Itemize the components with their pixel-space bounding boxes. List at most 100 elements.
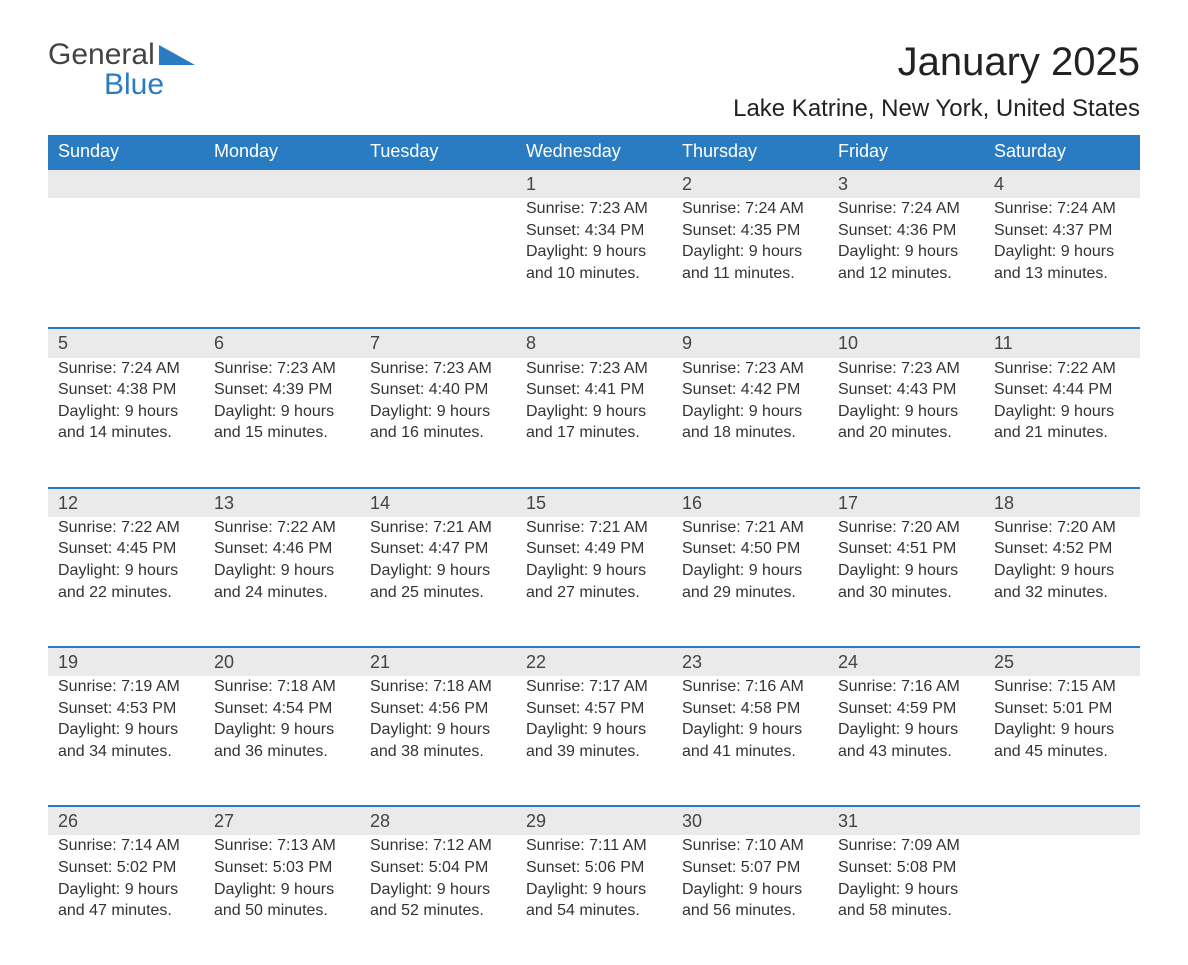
- sunset-line: Sunset: 4:38 PM: [58, 379, 194, 401]
- day-number: 30: [672, 806, 828, 835]
- day-number: 3: [828, 169, 984, 198]
- daylight-line: Daylight: 9 hours and 39 minutes.: [526, 719, 662, 762]
- day-number: 14: [360, 488, 516, 517]
- sunset-line: Sunset: 4:49 PM: [526, 538, 662, 560]
- dayname: Friday: [828, 135, 984, 169]
- sunrise-line: Sunrise: 7:24 AM: [58, 358, 194, 380]
- sunset-line: Sunset: 4:54 PM: [214, 698, 350, 720]
- daylight-line: Daylight: 9 hours and 18 minutes.: [682, 401, 818, 444]
- day-detail: Sunrise: 7:18 AMSunset: 4:54 PMDaylight:…: [204, 676, 360, 806]
- title-block: January 2025 Lake Katrine, New York, Uni…: [733, 40, 1140, 129]
- sunrise-line: Sunrise: 7:17 AM: [526, 676, 662, 698]
- sunrise-line: Sunrise: 7:23 AM: [682, 358, 818, 380]
- sunset-line: Sunset: 4:45 PM: [58, 538, 194, 560]
- day-number: 21: [360, 647, 516, 676]
- day-detail: Sunrise: 7:19 AMSunset: 4:53 PMDaylight:…: [48, 676, 204, 806]
- day-number: 24: [828, 647, 984, 676]
- sunset-line: Sunset: 4:35 PM: [682, 220, 818, 242]
- day-detail: Sunrise: 7:18 AMSunset: 4:56 PMDaylight:…: [360, 676, 516, 806]
- day-detail: Sunrise: 7:24 AMSunset: 4:35 PMDaylight:…: [672, 198, 828, 328]
- month-title: January 2025: [733, 40, 1140, 85]
- day-detail: [48, 198, 204, 328]
- detail-row: Sunrise: 7:23 AMSunset: 4:34 PMDaylight:…: [48, 198, 1140, 328]
- day-number: 18: [984, 488, 1140, 517]
- sunset-line: Sunset: 4:51 PM: [838, 538, 974, 560]
- sunrise-line: Sunrise: 7:24 AM: [682, 198, 818, 220]
- header: General Blue January 2025 Lake Katrine, …: [48, 40, 1140, 129]
- daylight-line: Daylight: 9 hours and 41 minutes.: [682, 719, 818, 762]
- sunset-line: Sunset: 4:58 PM: [682, 698, 818, 720]
- sunrise-line: Sunrise: 7:20 AM: [994, 517, 1130, 539]
- day-number: 6: [204, 328, 360, 357]
- day-number: 1: [516, 169, 672, 198]
- day-number: 8: [516, 328, 672, 357]
- daynum-row: 262728293031.: [48, 806, 1140, 835]
- sunrise-line: Sunrise: 7:21 AM: [526, 517, 662, 539]
- calendar-table: Sunday Monday Tuesday Wednesday Thursday…: [48, 135, 1140, 965]
- day-number: 16: [672, 488, 828, 517]
- sunset-line: Sunset: 5:04 PM: [370, 857, 506, 879]
- sunset-line: Sunset: 5:02 PM: [58, 857, 194, 879]
- day-detail: [204, 198, 360, 328]
- day-number: 7: [360, 328, 516, 357]
- sunset-line: Sunset: 4:44 PM: [994, 379, 1130, 401]
- sunrise-line: Sunrise: 7:19 AM: [58, 676, 194, 698]
- sunrise-line: Sunrise: 7:09 AM: [838, 835, 974, 857]
- dayname: Saturday: [984, 135, 1140, 169]
- daylight-line: Daylight: 9 hours and 10 minutes.: [526, 241, 662, 284]
- sunrise-line: Sunrise: 7:24 AM: [994, 198, 1130, 220]
- sunrise-line: Sunrise: 7:21 AM: [682, 517, 818, 539]
- sunset-line: Sunset: 5:08 PM: [838, 857, 974, 879]
- logo-sail-icon: [159, 45, 195, 65]
- day-number: 26: [48, 806, 204, 835]
- day-detail: Sunrise: 7:09 AMSunset: 5:08 PMDaylight:…: [828, 835, 984, 965]
- day-detail: Sunrise: 7:24 AMSunset: 4:38 PMDaylight:…: [48, 358, 204, 488]
- daynum-row: 19202122232425: [48, 647, 1140, 676]
- sunrise-line: Sunrise: 7:23 AM: [370, 358, 506, 380]
- daylight-line: Daylight: 9 hours and 13 minutes.: [994, 241, 1130, 284]
- day-detail: Sunrise: 7:21 AMSunset: 4:49 PMDaylight:…: [516, 517, 672, 647]
- day-detail: Sunrise: 7:17 AMSunset: 4:57 PMDaylight:…: [516, 676, 672, 806]
- day-number: 22: [516, 647, 672, 676]
- sunset-line: Sunset: 4:47 PM: [370, 538, 506, 560]
- day-number: 9: [672, 328, 828, 357]
- daylight-line: Daylight: 9 hours and 24 minutes.: [214, 560, 350, 603]
- day-detail: Sunrise: 7:23 AMSunset: 4:42 PMDaylight:…: [672, 358, 828, 488]
- daylight-line: Daylight: 9 hours and 17 minutes.: [526, 401, 662, 444]
- day-number: 10: [828, 328, 984, 357]
- day-number: .: [48, 169, 204, 198]
- dayname: Sunday: [48, 135, 204, 169]
- day-detail: Sunrise: 7:11 AMSunset: 5:06 PMDaylight:…: [516, 835, 672, 965]
- daylight-line: Daylight: 9 hours and 25 minutes.: [370, 560, 506, 603]
- sunset-line: Sunset: 4:56 PM: [370, 698, 506, 720]
- sunrise-line: Sunrise: 7:16 AM: [838, 676, 974, 698]
- day-detail: Sunrise: 7:22 AMSunset: 4:44 PMDaylight:…: [984, 358, 1140, 488]
- sunrise-line: Sunrise: 7:22 AM: [58, 517, 194, 539]
- sunrise-line: Sunrise: 7:23 AM: [214, 358, 350, 380]
- detail-row: Sunrise: 7:22 AMSunset: 4:45 PM Daylight:…: [48, 517, 1140, 647]
- detail-row: Sunrise: 7:14 AMSunset: 5:02 PMDaylight:…: [48, 835, 1140, 965]
- dayname: Monday: [204, 135, 360, 169]
- day-number: 27: [204, 806, 360, 835]
- sunset-line: Sunset: 4:50 PM: [682, 538, 818, 560]
- day-detail: Sunrise: 7:20 AMSunset: 4:52 PMDaylight:…: [984, 517, 1140, 647]
- detail-row: Sunrise: 7:19 AMSunset: 4:53 PM Daylight:…: [48, 676, 1140, 806]
- sunset-line: Sunset: 5:07 PM: [682, 857, 818, 879]
- day-detail: Sunrise: 7:13 AMSunset: 5:03 PMDaylight:…: [204, 835, 360, 965]
- day-detail: Sunrise: 7:21 AMSunset: 4:47 PMDaylight:…: [360, 517, 516, 647]
- daylight-line: Daylight: 9 hours and 32 minutes.: [994, 560, 1130, 603]
- sunrise-line: Sunrise: 7:12 AM: [370, 835, 506, 857]
- sunrise-line: Sunrise: 7:23 AM: [526, 198, 662, 220]
- logo: General Blue: [48, 40, 195, 100]
- day-detail: Sunrise: 7:21 AMSunset: 4:50 PMDaylight:…: [672, 517, 828, 647]
- sunset-line: Sunset: 4:53 PM: [58, 698, 194, 720]
- day-number: .: [360, 169, 516, 198]
- daylight-line: Daylight: 9 hours and 27 minutes.: [526, 560, 662, 603]
- sunrise-line: Sunrise: 7:23 AM: [838, 358, 974, 380]
- day-detail: [984, 835, 1140, 965]
- daynum-row: 567891011: [48, 328, 1140, 357]
- sunrise-line: Sunrise: 7:10 AM: [682, 835, 818, 857]
- daylight-line: Daylight: 9 hours and 21 minutes.: [994, 401, 1130, 444]
- day-number: 31: [828, 806, 984, 835]
- daylight-line: Daylight: 9 hours and 52 minutes.: [370, 879, 506, 922]
